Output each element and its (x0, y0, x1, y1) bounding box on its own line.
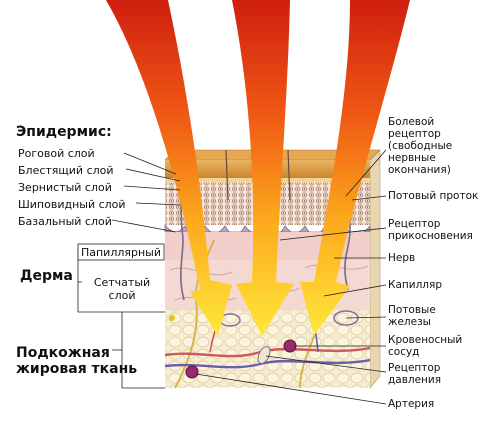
pressure-receptor (257, 346, 271, 364)
label-touch-receptor: Рецептор прикосновения (388, 218, 473, 242)
label-capillary: Капилляр (388, 279, 442, 291)
label-nerve: Нерв (388, 252, 416, 264)
label-stratum-basale: Базальный слой (18, 215, 112, 228)
dermis-heading: Дерма (20, 268, 73, 284)
heat-arrow-2 (232, 0, 294, 336)
subcutaneous-heading: Подкожная жировая ткань (16, 345, 138, 377)
heat-arrow-3 (300, 0, 410, 336)
heat-arrow-1 (106, 0, 232, 336)
label-blood-vessel: Кровеносный сосуд (388, 334, 463, 358)
label-stratum-spinosum: Шиповидный слой (18, 198, 126, 211)
label-sweat-duct: Потовый проток (388, 190, 479, 202)
right-leader-lines (195, 149, 387, 405)
heat-arrows (106, 0, 410, 336)
label-papillary: Папиллярный (80, 246, 162, 259)
label-artery: Артерия (388, 398, 435, 410)
label-stratum-lucidum: Блестящий слой (18, 164, 114, 177)
label-sweat-glands: Потовые железы (388, 304, 436, 328)
label-pain-receptor: Болевой рецептор (свободные нервные окон… (388, 116, 453, 176)
artery-cross (185, 365, 199, 379)
label-reticular: Сетчатый слой (82, 276, 162, 302)
label-stratum-corneum: Роговой слой (18, 147, 95, 160)
label-stratum-granulosum: Зернистый слой (18, 181, 112, 194)
label-pressure-receptor: Рецептор давления (388, 362, 442, 386)
epidermis-heading: Эпидермис: (16, 124, 112, 140)
